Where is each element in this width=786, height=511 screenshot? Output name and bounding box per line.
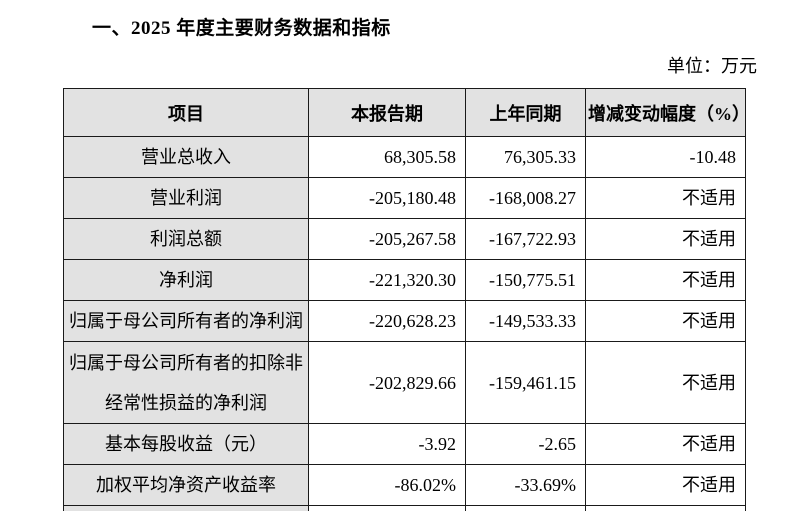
change-cell: 不适用 [585,423,746,465]
header-cell-item: 项目 [63,88,309,137]
current-period-cell [308,505,466,511]
change-cell: 不适用 [585,218,746,260]
item-label-cell: 基本每股收益（元） [63,423,309,465]
current-period-cell: 68,305.58 [308,136,466,178]
item-label-cell [63,505,309,511]
prior-period-cell: -2.65 [465,423,586,465]
table-row: 营业总收入 68,305.58 76,305.33 -10.48 [63,136,746,178]
table-row: 营业利润 -205,180.48 -168,008.27 不适用 [63,177,746,219]
table-row: 利润总额 -205,267.58 -167,722.93 不适用 [63,218,746,260]
item-label-cell: 营业总收入 [63,136,309,178]
current-period-cell: -86.02% [308,464,466,506]
item-label-cell: 营业利润 [63,177,309,219]
page-title: 一、2025 年度主要财务数据和指标 [92,18,391,39]
header-cell-change: 增减变动幅度（%） [585,88,746,137]
table-row: 归属于母公司所有者的净利润 -220,628.23 -149,533.33 不适… [63,300,746,342]
header-cell-prior-period: 上年同期 [465,88,586,137]
item-label-cell: 归属于母公司所有者的扣除非 经常性损益的净利润 [63,341,309,424]
current-period-cell: -221,320.30 [308,259,466,301]
table-row-partial [63,505,746,511]
current-period-cell: -202,829.66 [308,341,466,424]
table-row: 基本每股收益（元） -3.92 -2.65 不适用 [63,423,746,465]
header-cell-current-period: 本报告期 [308,88,466,137]
unit-label: 单位：万元 [667,56,757,76]
change-cell: 不适用 [585,259,746,301]
current-period-cell: -3.92 [308,423,466,465]
change-cell: 不适用 [585,464,746,506]
item-label-cell: 加权平均净资产收益率 [63,464,309,506]
prior-period-cell [465,505,586,511]
change-cell: 不适用 [585,300,746,342]
item-label-cell: 净利润 [63,259,309,301]
change-cell: -10.48 [585,136,746,178]
change-cell: 不适用 [585,177,746,219]
prior-period-cell: 76,305.33 [465,136,586,178]
current-period-cell: -205,180.48 [308,177,466,219]
current-period-cell: -220,628.23 [308,300,466,342]
item-label-cell: 利润总额 [63,218,309,260]
table-row: 加权平均净资产收益率 -86.02% -33.69% 不适用 [63,464,746,506]
prior-period-cell: -159,461.15 [465,341,586,424]
item-label-cell: 归属于母公司所有者的净利润 [63,300,309,342]
table-row: 归属于母公司所有者的扣除非 经常性损益的净利润 -202,829.66 -159… [63,341,746,424]
current-period-cell: -205,267.58 [308,218,466,260]
table-header-row: 项目 本报告期 上年同期 增减变动幅度（%） [63,88,746,137]
change-cell: 不适用 [585,341,746,424]
prior-period-cell: -167,722.93 [465,218,586,260]
prior-period-cell: -150,775.51 [465,259,586,301]
prior-period-cell: -33.69% [465,464,586,506]
prior-period-cell: -168,008.27 [465,177,586,219]
financial-table: 项目 本报告期 上年同期 增减变动幅度（%） 营业总收入 68,305.58 7… [63,88,746,511]
table-row: 净利润 -221,320.30 -150,775.51 不适用 [63,259,746,301]
prior-period-cell: -149,533.33 [465,300,586,342]
change-cell [585,505,746,511]
